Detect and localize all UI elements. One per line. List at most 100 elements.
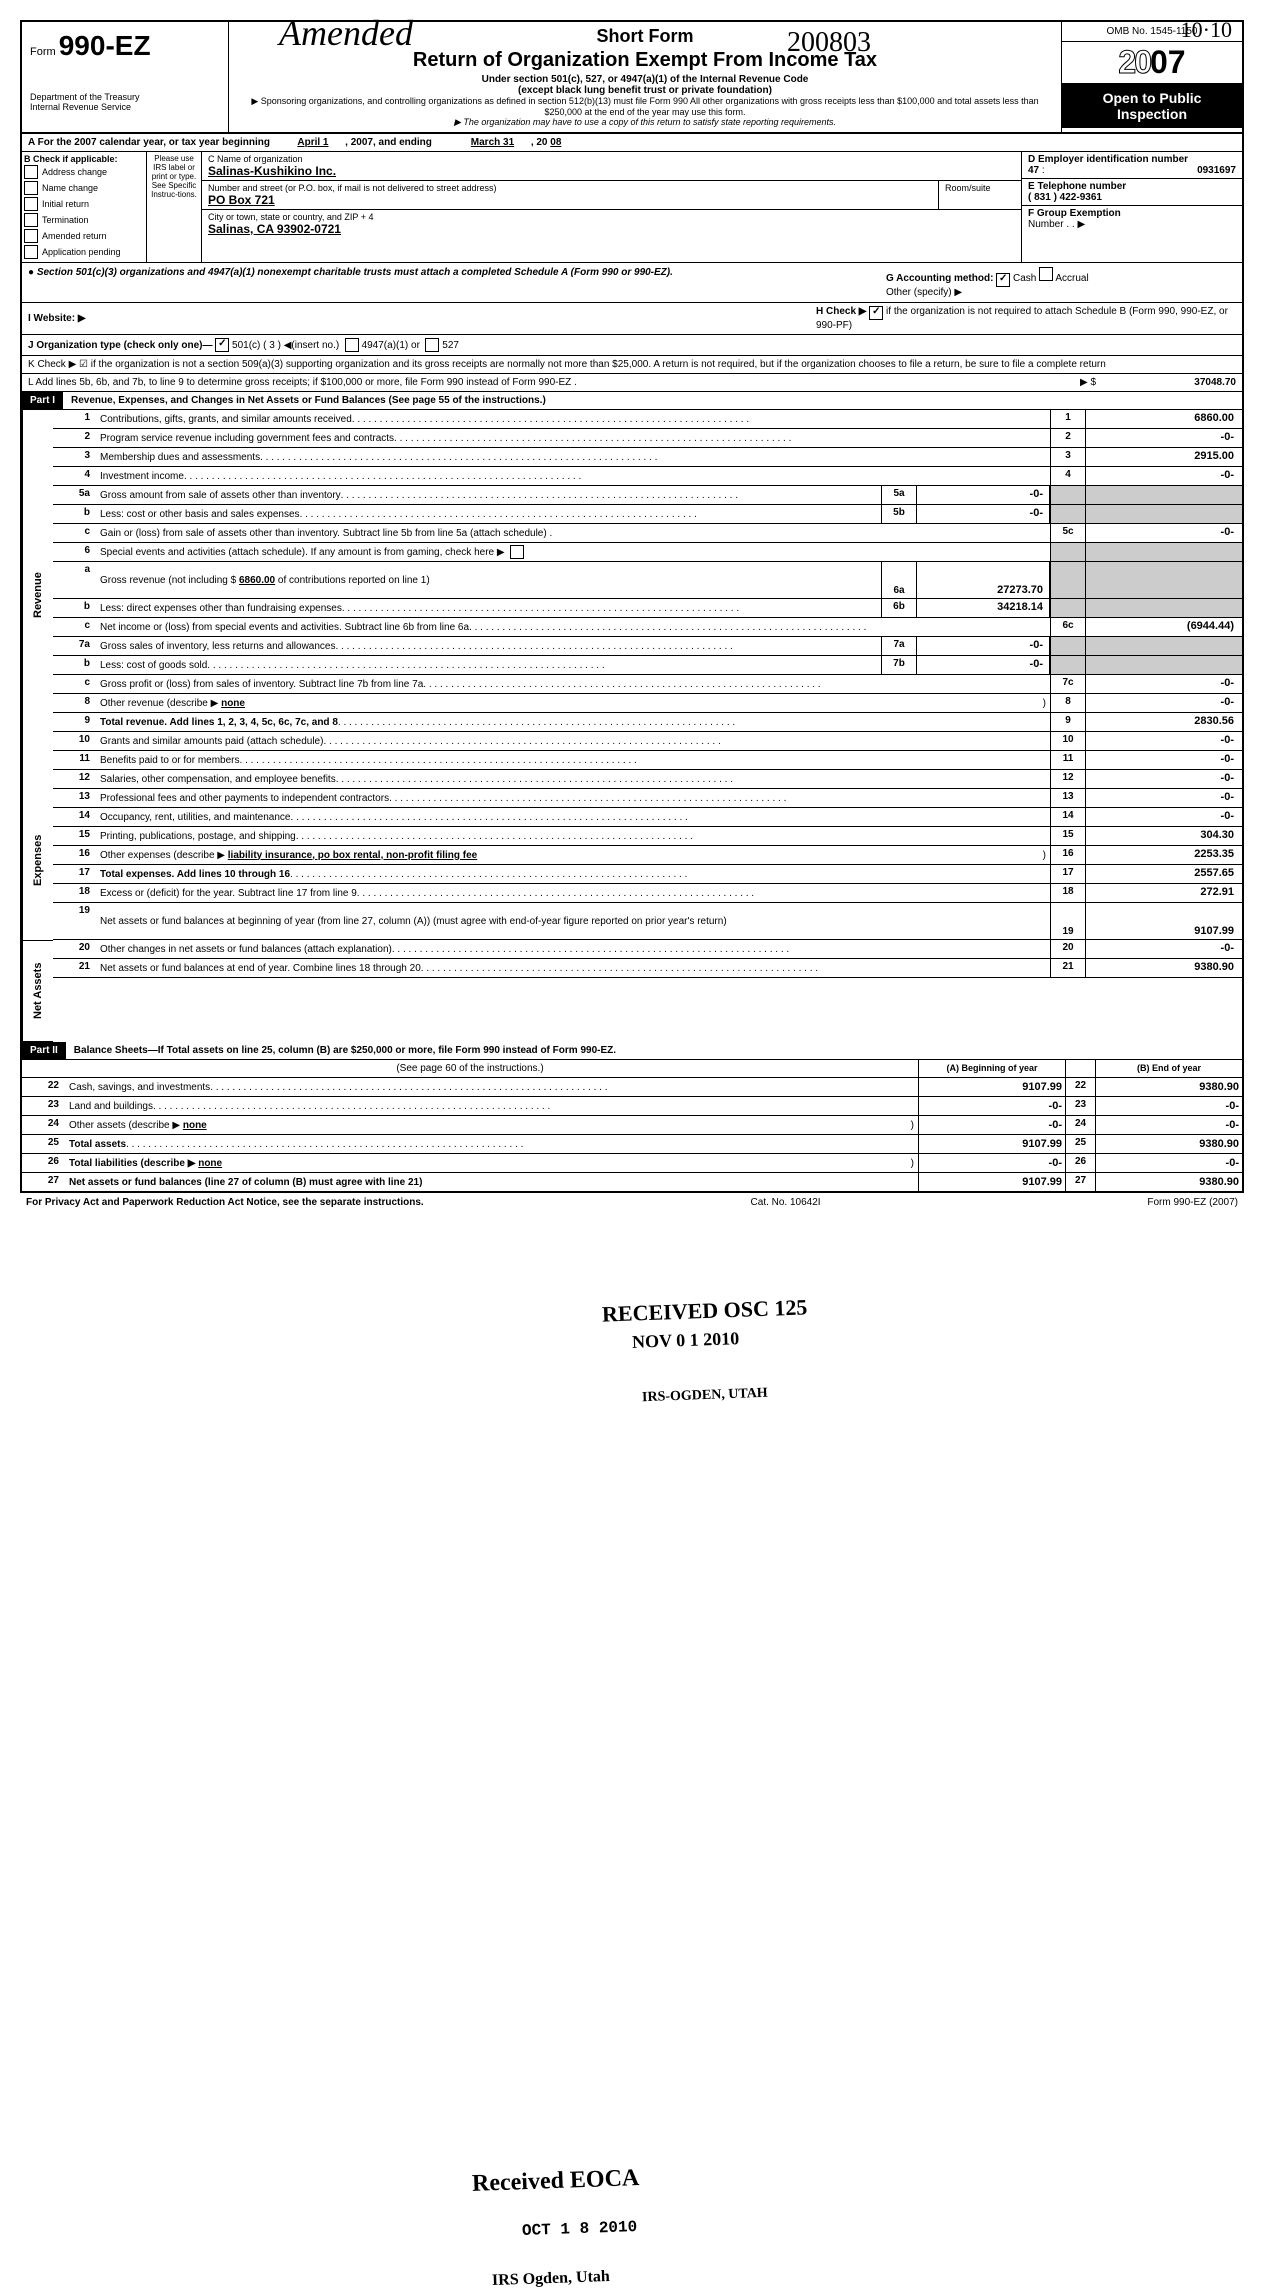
- b23-num: 23: [22, 1097, 65, 1115]
- l7b-mnum: 7b: [881, 656, 917, 674]
- l7b-desc: Less: cost of goods sold: [96, 656, 881, 674]
- b24-num: 24: [22, 1116, 65, 1134]
- netassets-label: Net Assets: [22, 941, 53, 1042]
- l7c-desc: Gross profit or (loss) from sales of inv…: [96, 675, 1050, 693]
- checkbox-pending[interactable]: [24, 245, 38, 259]
- footer: For Privacy Act and Paperwork Reduction …: [20, 1193, 1244, 1212]
- l7a-num: 7a: [53, 637, 96, 655]
- check-col: B Check if applicable: Address change Na…: [22, 152, 147, 262]
- b23-b: -0-: [1095, 1097, 1242, 1115]
- part1-label: Part I: [22, 392, 63, 409]
- end-year-label: , 20: [531, 137, 548, 148]
- row-a: A For the 2007 calendar year, or tax yea…: [22, 134, 1242, 152]
- b26-n: 26: [1065, 1154, 1095, 1172]
- l-row: L Add lines 5b, 6b, and 7b, to line 9 to…: [22, 374, 1242, 392]
- b24-b: -0-: [1095, 1116, 1242, 1134]
- l19-rnum: 19: [1050, 903, 1085, 939]
- tax-year: 2007: [1062, 42, 1242, 84]
- privacy-notice: For Privacy Act and Paperwork Reduction …: [26, 1197, 424, 1208]
- checkbox-527[interactable]: [425, 338, 439, 352]
- label-col: Please use IRS label or print or type. S…: [147, 152, 202, 262]
- form-footer: Form 990-EZ (2007): [1147, 1197, 1238, 1208]
- j-527: 527: [442, 340, 459, 351]
- part1-body: RECEIVED OSC 125 NOV 0 1 2010 IRS-OGDEN,…: [22, 410, 1242, 1042]
- l11-val: -0-: [1085, 751, 1242, 769]
- checkbox-address[interactable]: [24, 165, 38, 179]
- open-to-public: Open to Public: [1068, 90, 1236, 106]
- l15-val: 304.30: [1085, 827, 1242, 845]
- stamp-irs-ogden2: IRS Ogden, Utah: [492, 2268, 610, 2290]
- l5b-num: b: [53, 505, 96, 523]
- j-4947: 4947(a)(1) or: [362, 340, 420, 351]
- e-label: E Telephone number: [1028, 181, 1236, 192]
- g-other: Other (specify) ▶: [886, 287, 962, 298]
- part2-title: Balance Sheets—If Total assets on line 2…: [66, 1042, 1242, 1059]
- checkbox-501c[interactable]: [215, 338, 229, 352]
- l13-num: 13: [53, 789, 96, 807]
- b23-n: 23: [1065, 1097, 1095, 1115]
- l18-num: 18: [53, 884, 96, 902]
- row-a-mid: , 2007, and ending: [345, 137, 432, 148]
- b27-b: 9380.90: [1095, 1173, 1242, 1191]
- k-text: K Check ▶ ☑ if the organization is not a…: [28, 359, 1106, 370]
- stamp-eoca: EOCA: [569, 2165, 639, 2193]
- l6c-rnum: 6c: [1050, 618, 1085, 636]
- addr-label: Number and street (or P.O. box, if mail …: [208, 183, 932, 193]
- checkbox-accrual[interactable]: [1039, 267, 1053, 281]
- checkbox-cash[interactable]: [996, 273, 1010, 287]
- l16-val: 2253.35: [1085, 846, 1242, 864]
- b25-n: 25: [1065, 1135, 1095, 1153]
- l13-val: -0-: [1085, 789, 1242, 807]
- l7b-rval: [1085, 656, 1242, 674]
- label-name-change: Name change: [42, 183, 98, 193]
- l8-val: -0-: [1085, 694, 1242, 712]
- l1-desc: Contributions, gifts, grants, and simila…: [96, 410, 1050, 428]
- f-label: F Group Exemption: [1028, 208, 1236, 219]
- b25-desc: Total assets: [69, 1139, 126, 1150]
- l20-rnum: 20: [1050, 940, 1085, 958]
- l6b-rval: [1085, 599, 1242, 617]
- checkbox-termination[interactable]: [24, 213, 38, 227]
- checkbox-h[interactable]: [869, 306, 883, 320]
- col-b-header: (B) End of year: [1095, 1060, 1242, 1077]
- l5a-mnum: 5a: [881, 486, 917, 504]
- l7a-rval: [1085, 637, 1242, 655]
- l8-desc-val: none: [221, 698, 245, 709]
- checkbox-initial[interactable]: [24, 197, 38, 211]
- l7a-mval: -0-: [917, 637, 1050, 655]
- l10-rnum: 10: [1050, 732, 1085, 750]
- l11-num: 11: [53, 751, 96, 769]
- b27-num: 27: [22, 1173, 65, 1191]
- checkbox-name[interactable]: [24, 181, 38, 195]
- l7c-rnum: 7c: [1050, 675, 1085, 693]
- l16-desc-val: liability insurance, po box rental, non-…: [228, 850, 477, 861]
- checkbox-4947[interactable]: [345, 338, 359, 352]
- b24-desc: Other assets (describe ▶: [69, 1120, 180, 1131]
- form-990ez: Form 990-EZ Department of the Treasury I…: [20, 20, 1244, 1193]
- website-row: I Website: ▶ H Check ▶ if the organizati…: [22, 303, 1242, 335]
- checkbox-amended[interactable]: [24, 229, 38, 243]
- balance-header: (See page 60 of the instructions.) (A) B…: [22, 1060, 1242, 1078]
- b24-a: -0-: [918, 1116, 1065, 1134]
- l20-val: -0-: [1085, 940, 1242, 958]
- form-prefix: Form: [30, 46, 56, 58]
- handwritten-date: 10·10: [1181, 17, 1232, 43]
- l6-desc: Special events and activities (attach sc…: [100, 547, 505, 558]
- sched-a-text: ● Section 501(c)(3) organizations and 49…: [28, 267, 886, 298]
- b27-desc: Net assets or fund balances (line 27 of …: [69, 1177, 422, 1188]
- l15-rnum: 15: [1050, 827, 1085, 845]
- stamp-received-osc: RECEIVED OSC 125: [602, 1294, 808, 1327]
- l4-rnum: 4: [1050, 467, 1085, 485]
- l6-num: 6: [53, 543, 96, 561]
- name-block: C Name of organization Salinas-Kushikino…: [202, 152, 1021, 262]
- org-name: Salinas-Kushikino Inc.: [208, 164, 1015, 178]
- l11-desc: Benefits paid to or for members: [96, 751, 1050, 769]
- b25-a: 9107.99: [918, 1135, 1065, 1153]
- l9-desc: Total revenue. Add lines 1, 2, 3, 4, 5c,…: [100, 717, 338, 728]
- l7a-rnum: [1050, 637, 1085, 655]
- amended-handwritten: Amended: [279, 12, 413, 54]
- l19-num: 19: [53, 903, 96, 939]
- b25-num: 25: [22, 1135, 65, 1153]
- checkbox-gaming[interactable]: [510, 545, 524, 559]
- revenue-label: Revenue: [22, 410, 53, 780]
